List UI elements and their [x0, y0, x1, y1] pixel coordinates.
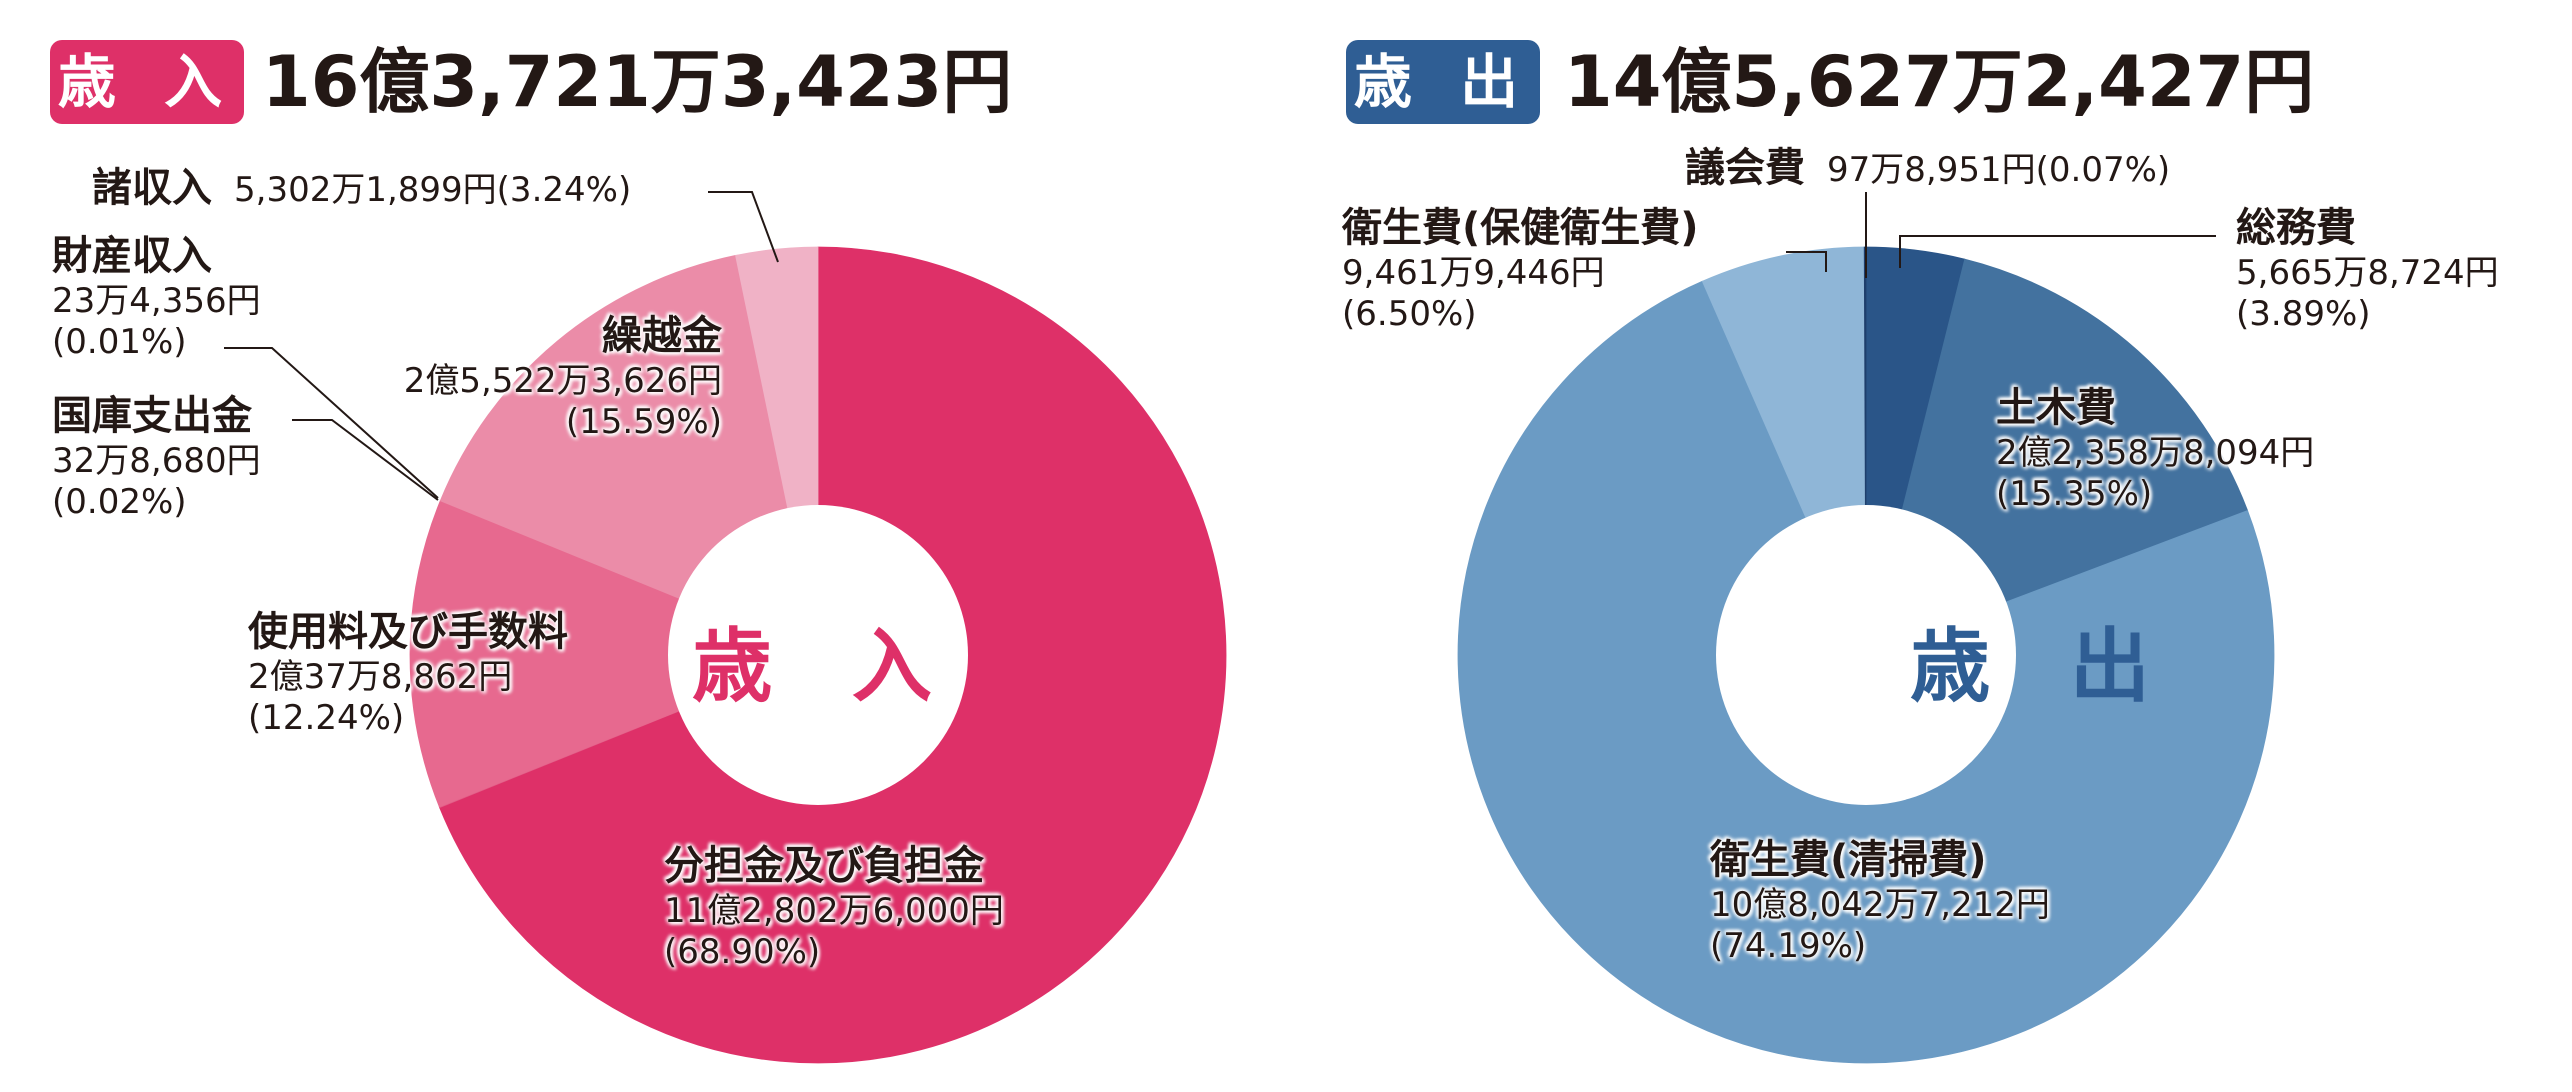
slice-percent: (12.24%) — [248, 698, 405, 739]
leader-line-1 — [224, 347, 439, 499]
slice-label-public-health: 衛生費(保健衛生費) 9,461万9,446円 (6.50%) — [1342, 204, 1699, 336]
slice-percent: (15.59%) — [565, 402, 722, 443]
slice-label-carryover: 繰越金 2億5,522万3,626円 (15.59%) — [372, 312, 722, 444]
income-panel: 歳 入 16億3,721万3,423円 歳 入 諸収入 5,302万1,899円(… — [50, 40, 1227, 1064]
slice-amount: 11億2,802万6,000円 — [664, 890, 1004, 931]
slice-name: 総務費 — [2236, 205, 2356, 251]
slice-percent: (15.35%) — [1996, 474, 2153, 515]
slice-name: 繰越金 — [602, 313, 722, 359]
slice-percent: (3.24%) — [496, 170, 632, 210]
slice-percent: (0.02%) — [52, 482, 187, 523]
slice-name: 衛生費(保健衛生費) — [1342, 205, 1699, 251]
slice-label-misc-income: 諸収入 5,302万1,899円(3.24%) — [92, 164, 631, 213]
slice-percent: (0.07%) — [2035, 150, 2171, 190]
slice-amount: 10億8,042万7,212円 — [1710, 884, 2050, 925]
leader-line-0 — [708, 191, 779, 263]
expenditure-badge: 歳 出 — [1346, 40, 1540, 124]
slice-name: 国庫支出金 — [52, 393, 252, 439]
slice-label-national-treasury: 国庫支出金 32万8,680円 (0.02%) — [52, 392, 261, 524]
slice-name: 財産収入 — [52, 233, 212, 279]
slice-percent: (74.19%) — [1710, 926, 1867, 967]
slice-amount: 2億2,358万8,094円 — [1996, 432, 2315, 473]
slice-label-civil-engineering: 土木費 2億2,358万8,094円 (15.35%) — [1996, 384, 2314, 516]
expenditure-center-label: 歳 出 — [1910, 620, 2176, 713]
slice-name: 使用料及び手数料 — [248, 609, 568, 655]
slice-name: 土木費 — [1996, 385, 2116, 431]
slice-percent: (68.90%) — [664, 932, 821, 973]
leader-line-1 — [1786, 251, 1827, 272]
expenditure-total-title: 14億5,627万2,427円 — [1564, 41, 2315, 123]
slice-percent: (6.50%) — [1342, 294, 1477, 335]
slice-amount: 5,665万8,724円 — [2236, 252, 2499, 293]
slice-amount: 23万4,356円 — [52, 280, 261, 321]
donut-hole — [668, 505, 968, 805]
slice-label-property-income: 財産収入 23万4,356円 (0.01%) — [52, 232, 261, 364]
leader-line-2 — [1899, 235, 2216, 268]
donut-hole — [1716, 505, 2016, 805]
slice-amount: 2億37万8,862円 — [248, 656, 513, 697]
leader-line-2 — [292, 419, 439, 501]
slice-label-sanitation: 衛生費(清掃費) 10億8,042万7,212円 (74.19%) — [1710, 836, 2050, 968]
slice-amount: 9,461万9,446円 — [1342, 252, 1605, 293]
slice-amount: 5,302万1,899円 — [234, 170, 497, 210]
expenditure-donut-chart — [1457, 192, 2275, 1064]
slice-name: 議会費 — [1685, 145, 1805, 191]
slice-name: 衛生費(清掃費) — [1710, 837, 1987, 883]
slice-amount: 32万8,680円 — [52, 440, 261, 481]
income-center-label: 歳 入 — [692, 620, 958, 713]
slice-label-contributions: 分担金及び負担金 11億2,802万6,000円 (68.90%) — [664, 842, 1004, 974]
income-badge: 歳 入 — [50, 40, 244, 124]
slice-amount: 97万8,951円 — [1827, 150, 2036, 190]
expenditure-panel: 歳 出 14億5,627万2,427円 歳 出 議会費 97万8,951円(0.0… — [1286, 0, 2572, 1092]
pie-slice-3 — [409, 500, 820, 808]
slice-percent: (0.01%) — [52, 322, 187, 363]
slice-name: 分担金及び負担金 — [664, 843, 984, 889]
slice-label-assembly: 議会費 97万8,951円(0.07%) — [1685, 144, 2170, 193]
slice-label-usage-fees: 使用料及び手数料 2億37万8,862円 (12.24%) — [248, 608, 568, 740]
income-total-title: 16億3,721万3,423円 — [262, 41, 1013, 123]
slice-amount: 2億5,522万3,626円 — [403, 360, 722, 401]
slice-percent: (3.89%) — [2236, 294, 2371, 335]
income-donut-chart — [224, 191, 1227, 1064]
slice-name: 諸収入 — [92, 165, 212, 211]
slice-label-general-affairs: 総務費 5,665万8,724円 (3.89%) — [2236, 204, 2499, 336]
